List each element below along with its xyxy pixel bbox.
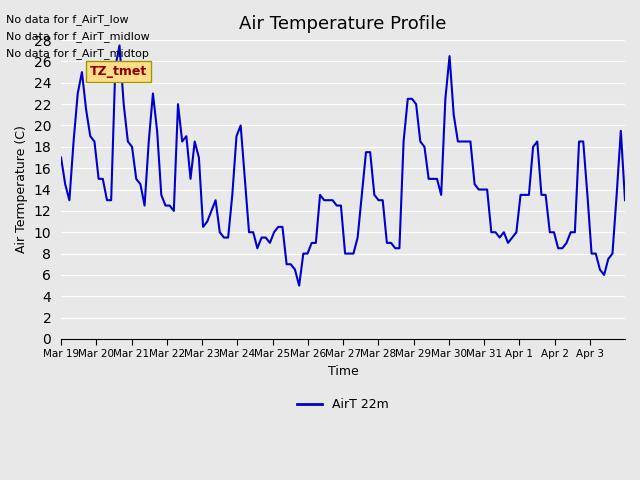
Text: TZ_tmet: TZ_tmet [90,65,147,78]
Legend: AirT 22m: AirT 22m [292,394,394,416]
Text: No data for f_AirT_midtop: No data for f_AirT_midtop [6,48,149,59]
Text: No data for f_AirT_midlow: No data for f_AirT_midlow [6,31,150,42]
Y-axis label: Air Termperature (C): Air Termperature (C) [15,126,28,253]
Text: No data for f_AirT_low: No data for f_AirT_low [6,14,129,25]
X-axis label: Time: Time [328,365,358,378]
Title: Air Temperature Profile: Air Temperature Profile [239,15,447,33]
